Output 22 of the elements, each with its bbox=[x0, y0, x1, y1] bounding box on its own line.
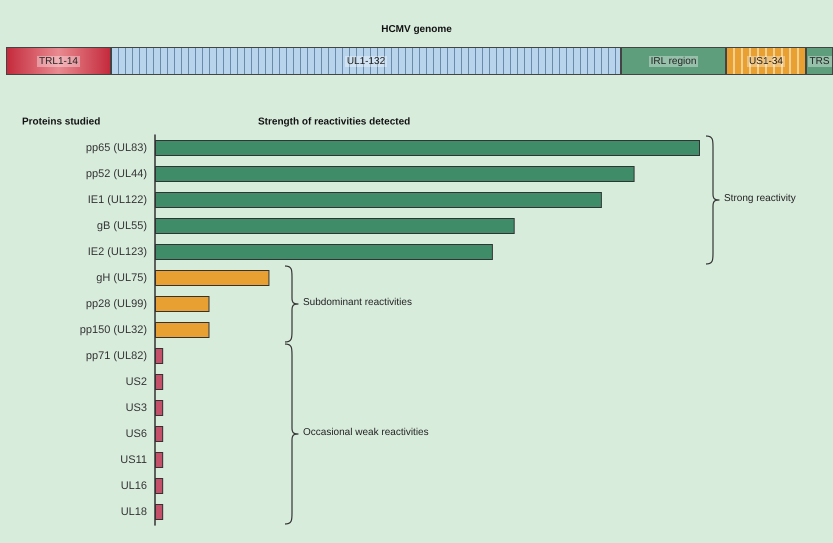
y-tick-label: IE1 (UL122) bbox=[88, 194, 147, 206]
y-tick-label: pp28 (UL99) bbox=[86, 298, 147, 310]
y-tick-label: UL18 bbox=[120, 506, 147, 518]
y-tick-label: IE2 (UL123) bbox=[88, 246, 147, 258]
genome-map: TRL1-14 UL1-132 IRL region US1-34 TRS bbox=[6, 47, 833, 75]
y-tick-label: US6 bbox=[126, 428, 147, 440]
annotation: Occasional weak reactivities bbox=[303, 427, 429, 438]
y-tick-label: US2 bbox=[126, 376, 147, 388]
text: Strong reactivity bbox=[724, 193, 796, 204]
y-tick-label: pp150 (UL32) bbox=[80, 324, 147, 336]
y-tick-label: pp65 (UL83) bbox=[86, 142, 147, 154]
y-tick-label: UL16 bbox=[120, 480, 147, 492]
y-tick-label: US3 bbox=[126, 402, 147, 414]
y-tick-label: gB (UL55) bbox=[96, 220, 147, 232]
y-tick-label: pp71 (UL82) bbox=[86, 350, 147, 362]
x-axis-title: Strength of reactivities detected bbox=[258, 116, 410, 128]
y-tick-label: pp52 (UL44) bbox=[86, 168, 147, 180]
y-tick-label: gH (UL75) bbox=[96, 272, 147, 284]
y-axis-title: Proteins studied bbox=[22, 116, 100, 128]
annotation: Subdominant reactivities bbox=[303, 297, 412, 308]
y-tick-label: US11 bbox=[120, 454, 147, 466]
text: HCMV genome bbox=[380, 24, 453, 35]
